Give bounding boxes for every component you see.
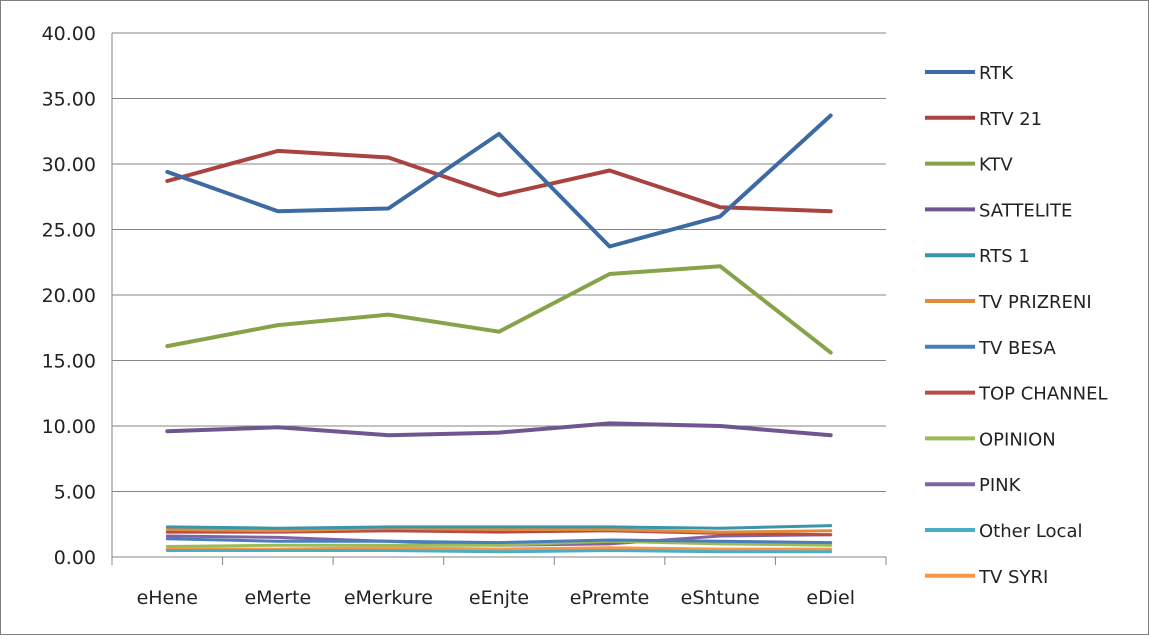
y-tick-label: 15.00: [42, 351, 96, 373]
series-line-tv-syri: [167, 548, 830, 549]
y-tick-labels: 40.00 35.00 30.00 25.00 20.00 15.00 10.00 5.00 0…: [42, 23, 96, 569]
x-tick-label: eDiel: [806, 587, 855, 609]
x-tick-label: eShtune: [681, 587, 760, 609]
legend: RTK RTV 21 KTV SATTELITE RTS 1 TV PRIZRENI TV …: [925, 63, 1108, 588]
legend-label: TV SYRI: [978, 567, 1048, 588]
legend-label: PINK: [979, 475, 1022, 496]
y-tick-label: 20.00: [42, 285, 96, 307]
series-line-ktv: [167, 266, 830, 352]
legend-label: TV PRIZRENI: [978, 292, 1092, 313]
series-line-other-local: [167, 551, 830, 552]
y-tick-label: 30.00: [42, 154, 96, 176]
legend-label: RTS 1: [979, 246, 1030, 267]
series-line-sattelite: [167, 423, 830, 435]
x-tick-label: ePremte: [570, 587, 650, 609]
x-tick-labels: eHene eMerte eMerkure eEnjte ePremte eShtune e…: [137, 587, 855, 609]
legend-label: RTK: [979, 63, 1014, 84]
series-line-rtk: [167, 116, 830, 247]
legend-label: TOP CHANNEL: [978, 384, 1108, 405]
legend-label: Other Local: [979, 521, 1082, 542]
y-tick-label: 25.00: [42, 220, 96, 242]
y-tick-label: 35.00: [42, 89, 96, 111]
x-tick-label: eEnjte: [469, 587, 529, 609]
y-tick-label: 0.00: [54, 547, 96, 569]
x-tick-label: eHene: [137, 587, 198, 609]
legend-label: OPINION: [979, 429, 1056, 450]
y-tick-label: 5.00: [54, 482, 96, 504]
series-line-rtv-21: [167, 151, 830, 211]
series-lines: [167, 116, 830, 552]
y-tick-label: 40.00: [42, 23, 96, 45]
y-tick-label: 10.00: [42, 416, 96, 438]
legend-label: TV BESA: [978, 338, 1057, 359]
series-line-tv-besa: [167, 539, 830, 543]
series-line-rts-1: [167, 526, 830, 529]
legend-label: RTV 21: [979, 109, 1042, 130]
legend-label: SATTELITE: [979, 200, 1072, 221]
gridlines: [112, 33, 886, 492]
axes: [112, 33, 886, 565]
x-tick-label: eMerte: [244, 587, 311, 609]
x-tick-label: eMerkure: [344, 587, 433, 609]
legend-label: KTV: [979, 155, 1013, 176]
